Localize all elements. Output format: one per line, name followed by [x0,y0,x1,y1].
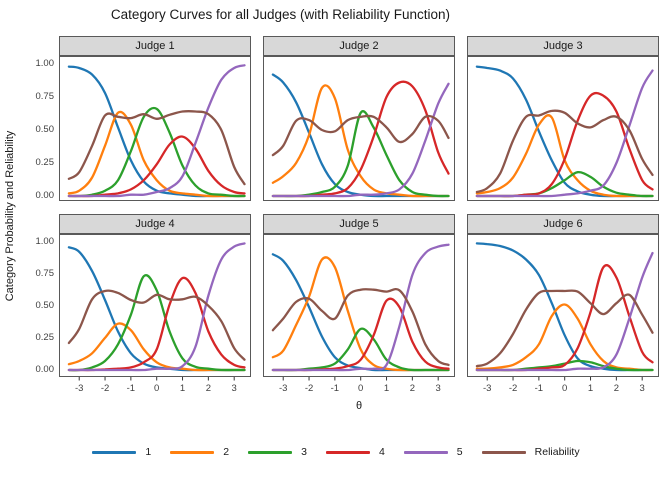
facet-strip-judge-2: Judge 2 [263,36,455,56]
facet-panel-judge-2 [263,56,455,201]
curve-reliability [67,289,246,361]
curve-2 [271,256,450,372]
curve-reliability [67,110,246,186]
x-axis-tick-label: -3 [483,383,491,394]
x-axis-tick-label: 2 [614,383,619,394]
curve-2 [67,110,246,198]
x-axis-tick-label: -3 [75,383,83,394]
curve-5 [67,242,246,372]
curve-2 [271,84,450,198]
x-axis: -3 -2 -1 0 1 2 3 [75,377,237,394]
curve-reliability [475,109,654,194]
curve-3 [271,110,450,198]
x-axis-tick-label: 1 [180,383,185,394]
x-axis-tick-label: 3 [640,383,645,394]
legend-item-1: 1 [92,446,151,458]
facet-strip-label: Judge 2 [339,40,379,52]
facet-strip-label: Judge 6 [543,218,583,230]
x-axis-tick-label: 0 [154,383,159,394]
legend-label: Reliability [534,446,580,458]
legend-line-swatch [170,450,215,454]
x-axis-tick-label: 2 [206,383,211,394]
curve-4 [271,80,450,198]
y-axis-tick-label: 1.00 [35,58,55,69]
curve-1 [475,65,654,198]
x-axis-tick-label: 1 [384,383,389,394]
y-axis-tick-label: 0.50 [35,124,55,135]
x-axis-tick-label: 0 [562,383,567,394]
y-axis-tick-label: 0.25 [35,157,55,168]
x-axis-tick-label: -1 [331,383,339,394]
curve-reliability [271,114,450,157]
curve-4 [67,135,246,198]
legend-item-5: 5 [403,446,463,458]
x-axis-tick-label: -1 [127,383,135,394]
x-axis-tick-label: -2 [101,383,109,394]
curve-5 [475,69,654,198]
curve-5 [67,64,246,198]
y-axis-tick-label: 0.75 [35,267,55,279]
facet-strip-label: Judge 1 [135,40,175,52]
curve-5 [271,243,450,372]
x-axis-tick-label: -2 [509,383,517,394]
y-axis-tick-label: 0.00 [35,364,55,375]
facet-strip-label: Judge 3 [543,40,583,52]
curve-5 [271,82,450,198]
legend-label: 5 [456,446,463,458]
curve-2 [475,303,654,372]
curve-reliability [271,287,450,367]
x-axis-tick-label: 3 [232,383,237,394]
facet-strip-judge-3: Judge 3 [467,36,659,56]
x-axis-tick-label: -1 [535,383,543,394]
legend-line-swatch [325,450,370,454]
x-axis-tick-label: 0 [358,383,363,394]
x-axis-title: θ [355,400,363,412]
facet-strip-judge-4: Judge 4 [59,214,251,234]
curve-reliability [475,289,654,368]
facet-panel-judge-3 [467,56,659,201]
facet-strip-judge-5: Judge 5 [263,214,455,234]
facet-panel-judge-4 [59,234,251,377]
legend-item-4: 4 [325,446,385,458]
y-axis-tick-label: 1.00 [35,235,55,247]
plot-title: Category Curves for all Judges (with Rel… [110,7,451,22]
facet-strip-judge-6: Judge 6 [467,214,659,234]
legend-label: 2 [223,446,230,458]
curve-1 [271,253,450,372]
legend-item-2: 2 [170,446,229,458]
y-axis-tick-label: 0.25 [35,331,55,343]
x-axis-tick-label: 2 [410,383,415,394]
facet-panel-judge-6 [467,234,659,377]
curve-3 [67,274,246,372]
legend-item-reliability: Reliability [481,446,580,458]
legend-label: 1 [145,446,152,458]
y-axis-title: Category Probability and Reliability [4,130,16,302]
legend-item-3: 3 [248,446,307,458]
legend-label: 3 [301,446,307,458]
legend-label: 4 [378,446,385,458]
x-axis-tick-label: -3 [279,383,287,394]
x-axis: -3 -2 -1 0 1 2 3 [483,377,645,394]
y-axis-tick-label: 0.00 [35,190,55,201]
facet-panel-judge-5 [263,234,455,377]
legend-line-swatch [248,450,293,454]
legend-line-swatch [481,450,526,454]
x-axis: -3 -2 -1 0 1 2 3 [279,377,441,394]
curve-5 [475,251,654,372]
legend: 1 2 3 4 5 Reliability [0,441,672,463]
x-axis-tick-label: 1 [588,383,593,394]
y-axis-tick-label: 0.75 [35,91,55,102]
x-axis-tick-label: -2 [305,383,313,394]
x-axis-tick-label: 3 [436,383,441,394]
legend-line-swatch [403,450,448,454]
curve-4 [475,264,654,372]
curve-3 [67,106,246,198]
facet-strip-label: Judge 5 [339,218,379,230]
y-axis-tick-label: 0.50 [35,299,55,311]
facet-strip-judge-1: Judge 1 [59,36,251,56]
facet-panel-judge-1 [59,56,251,201]
legend-line-swatch [92,450,137,454]
facet-strip-label: Judge 4 [135,218,175,230]
